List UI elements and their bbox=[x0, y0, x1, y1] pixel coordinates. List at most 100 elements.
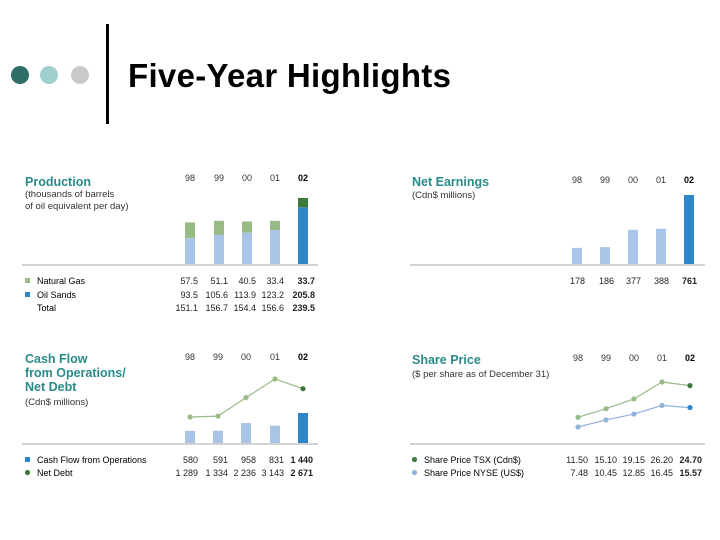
nyse-price-point bbox=[575, 424, 581, 430]
data-value-label: 40.5 bbox=[238, 276, 256, 286]
year-label: 99 bbox=[213, 352, 223, 362]
legend-swatch-square bbox=[25, 292, 30, 297]
legend-swatch-square bbox=[25, 457, 30, 462]
data-value-label: 1 289 bbox=[175, 468, 198, 478]
bar-cash-flow bbox=[185, 430, 195, 443]
tsx-price-point bbox=[687, 383, 693, 389]
data-value-label: 958 bbox=[241, 455, 256, 465]
year-label: 98 bbox=[573, 353, 583, 363]
legend-label: Natural Gas bbox=[37, 276, 86, 286]
data-value-label: 15.10 bbox=[594, 455, 617, 465]
production-subtitle: (thousands of barrels of oil equivalent … bbox=[25, 189, 129, 212]
share-price-subtitle: ($ per share as of December 31) bbox=[412, 369, 550, 380]
data-value-label: 93.5 bbox=[180, 290, 198, 300]
bar-net-earnings bbox=[684, 195, 694, 264]
bar-oil-sands bbox=[242, 232, 252, 264]
data-value-label: 24.70 bbox=[679, 455, 702, 465]
data-value-label: 205.8 bbox=[292, 290, 315, 300]
tsx-price-point bbox=[631, 396, 637, 402]
net-earnings-subtitle: (Cdn$ millions) bbox=[412, 190, 476, 201]
legend-swatch-dot bbox=[411, 456, 418, 463]
data-value-label: 156.7 bbox=[205, 303, 228, 313]
total-label: Total bbox=[37, 303, 56, 313]
legend-label: Oil Sands bbox=[37, 290, 77, 300]
data-value-label: 377 bbox=[626, 276, 641, 286]
data-value-label: 10.45 bbox=[594, 468, 617, 478]
net-debt-point bbox=[243, 394, 249, 401]
data-value-label: 33.4 bbox=[266, 276, 284, 286]
bar-oil-sands bbox=[270, 230, 280, 264]
data-value-label: 2 236 bbox=[233, 468, 256, 478]
tsx-price-point bbox=[603, 406, 609, 412]
year-label: 00 bbox=[241, 352, 251, 362]
title-divider bbox=[106, 24, 109, 124]
legend-label: Share Price TSX (Cdn$) bbox=[424, 455, 521, 465]
legend-swatch-dot bbox=[24, 469, 31, 476]
year-label: 99 bbox=[214, 173, 224, 183]
year-label: 02 bbox=[298, 352, 308, 362]
net-earnings-title: Net Earnings bbox=[412, 175, 490, 189]
data-value-label: 1 440 bbox=[290, 455, 313, 465]
production-title: Production bbox=[25, 175, 91, 189]
data-value-label: 831 bbox=[269, 455, 284, 465]
legend-swatch-square bbox=[25, 278, 30, 283]
year-label: 98 bbox=[185, 173, 195, 183]
data-value-label: 580 bbox=[183, 455, 198, 465]
bar-net-earnings bbox=[628, 229, 638, 264]
data-value-label: 12.85 bbox=[622, 468, 645, 478]
bar-cash-flow bbox=[270, 425, 280, 443]
year-label: 00 bbox=[629, 353, 639, 363]
bar-natural-gas bbox=[270, 220, 280, 231]
data-value-label: 591 bbox=[213, 455, 228, 465]
year-label: 02 bbox=[298, 173, 308, 183]
data-value-label: 3 143 bbox=[261, 468, 284, 478]
nyse-price-point bbox=[603, 417, 609, 423]
data-value-label: 57.5 bbox=[180, 276, 198, 286]
bar-natural-gas bbox=[298, 198, 308, 208]
data-value-label: 19.15 bbox=[622, 455, 645, 465]
year-label: 00 bbox=[628, 175, 638, 185]
cash-flow-subtitle: (Cdn$ millions) bbox=[25, 397, 89, 408]
bar-cash-flow bbox=[241, 423, 251, 443]
nyse-price-point bbox=[631, 411, 637, 417]
year-label: 00 bbox=[242, 173, 252, 183]
year-label: 01 bbox=[656, 175, 666, 185]
data-value-label: 33.7 bbox=[297, 276, 315, 286]
data-value-label: 113.9 bbox=[234, 290, 256, 300]
data-value-label: 239.5 bbox=[292, 303, 315, 313]
year-label: 02 bbox=[684, 175, 694, 185]
net-debt-point bbox=[300, 386, 306, 392]
year-label: 98 bbox=[572, 175, 582, 185]
net-debt-point bbox=[187, 414, 193, 420]
data-value-label: 15.57 bbox=[679, 468, 702, 478]
decor-dot-grey bbox=[71, 66, 89, 84]
data-value-label: 105.6 bbox=[205, 290, 228, 300]
bar-net-earnings bbox=[656, 228, 666, 264]
data-value-label: 11.50 bbox=[566, 455, 588, 465]
bar-cash-flow bbox=[298, 413, 308, 443]
legend-label: Cash Flow from Operations bbox=[37, 455, 147, 465]
tsx-price-point bbox=[659, 379, 665, 385]
year-label: 99 bbox=[601, 353, 611, 363]
bar-natural-gas bbox=[214, 220, 224, 235]
data-value-label: 151.1 bbox=[175, 303, 198, 313]
page-title: Five-Year Highlights bbox=[128, 57, 452, 94]
decor-dot-dark bbox=[11, 66, 29, 84]
legend-swatch-dot bbox=[411, 469, 418, 476]
nyse-price-point bbox=[687, 404, 693, 411]
cash-flow-title: Cash Flow from Operations/ Net Debt bbox=[25, 352, 126, 394]
data-value-label: 16.45 bbox=[650, 468, 673, 478]
legend-label: Share Price NYSE (US$) bbox=[424, 468, 524, 478]
decor-dot-light bbox=[40, 66, 58, 84]
data-value-label: 51.1 bbox=[210, 276, 228, 286]
year-label: 01 bbox=[270, 173, 280, 183]
bar-oil-sands bbox=[185, 238, 195, 264]
data-value-label: 123.2 bbox=[261, 290, 284, 300]
bar-cash-flow bbox=[213, 430, 223, 443]
legend-label: Net Debt bbox=[37, 468, 73, 478]
data-value-label: 761 bbox=[682, 276, 697, 286]
share-price-title: Share Price bbox=[412, 353, 481, 367]
year-label: 99 bbox=[600, 175, 610, 185]
